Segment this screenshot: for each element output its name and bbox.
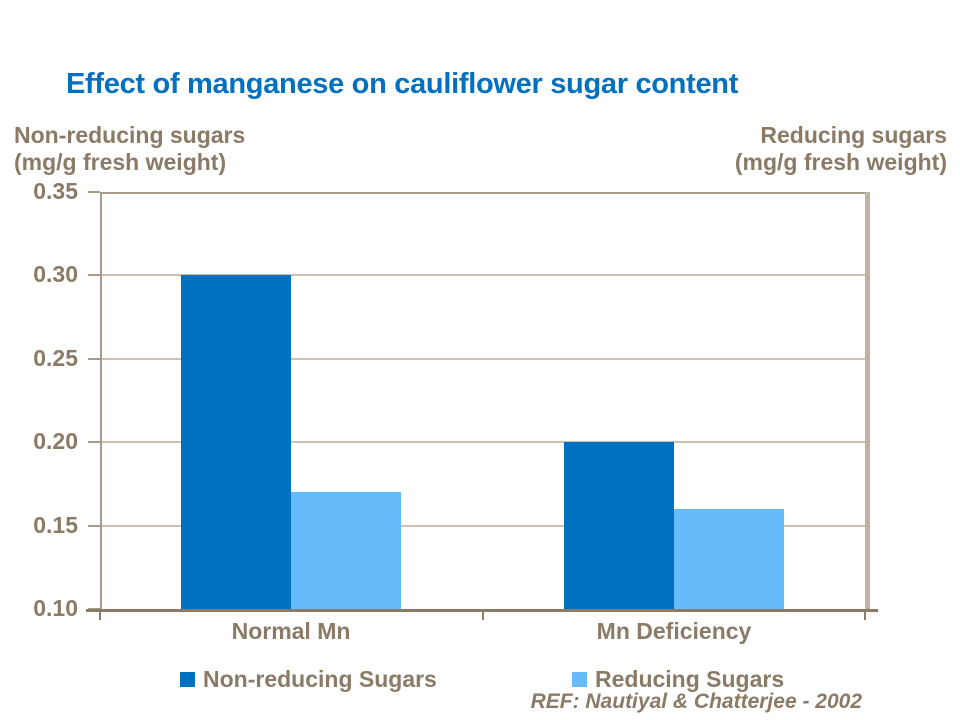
- y-tick-label-0.35: 0.35: [33, 178, 78, 204]
- category-label-mn-deficiency: Mn Deficiency: [596, 618, 752, 644]
- right-y-axis-label-line1: Reducing sugars: [760, 122, 947, 148]
- y-tick-mark-0.15: [88, 525, 100, 527]
- legend-label: Reducing Sugars: [595, 666, 785, 692]
- y-tick-mark-0.20: [88, 441, 100, 443]
- y-tick-label-0.15: 0.15: [33, 512, 78, 538]
- legend-entry-non-reducing-sugars: Non-reducing Sugars: [180, 666, 437, 693]
- legend-swatch-icon: [572, 672, 587, 687]
- y-tick-mark-0.30: [88, 274, 100, 276]
- plot-right-wall: [865, 192, 870, 609]
- chart-title: Effect of manganese on cauliflower sugar…: [66, 68, 739, 100]
- bar-reducing-sugars: [674, 509, 784, 609]
- bar-reducing-sugars: [291, 492, 401, 609]
- y-tick-label-0.30: 0.30: [33, 261, 78, 287]
- bar-non-reducing-sugars: [564, 442, 674, 609]
- bar-non-reducing-sugars: [181, 275, 291, 609]
- y-axis-line: [100, 192, 102, 609]
- legend-label: Non-reducing Sugars: [203, 666, 437, 692]
- gridline-0.30: [102, 274, 865, 276]
- y-tick-mark-0.25: [88, 358, 100, 360]
- gridline-0.20: [102, 441, 865, 443]
- x-tick-mark-1: [482, 610, 484, 620]
- y-tick-label-0.20: 0.20: [33, 428, 78, 454]
- y-tick-mark-0.35: [88, 191, 100, 193]
- right-y-axis-label-line2: (mg/g fresh weight): [734, 149, 947, 175]
- y-tick-label-0.10: 0.10: [33, 595, 78, 621]
- x-tick-mark-2: [864, 610, 866, 620]
- left-y-axis-label-line2: (mg/g fresh weight): [14, 149, 227, 175]
- gridline-0.25: [102, 358, 865, 360]
- y-tick-label-0.25: 0.25: [33, 345, 78, 371]
- legend-entry-reducing-sugars: Reducing Sugars: [572, 666, 784, 693]
- left-y-axis-label-line1: Non-reducing sugars: [14, 122, 246, 148]
- legend-swatch-icon: [180, 672, 195, 687]
- category-label-normal-mn: Normal Mn: [231, 618, 351, 644]
- left-y-axis-label: Non-reducing sugars (mg/g fresh weight): [14, 122, 245, 176]
- bar-group-normal-mn: [181, 275, 401, 609]
- gridline-0.15: [102, 525, 865, 527]
- bar-group-mn-deficiency: [564, 442, 784, 609]
- reference-text: REF: Nautiyal & Chatterjee - 2002: [530, 690, 862, 713]
- right-y-axis-label: Reducing sugars (mg/g fresh weight): [735, 122, 947, 176]
- plot-area: [100, 192, 870, 609]
- plot-top-border: [100, 192, 870, 194]
- x-tick-mark-0: [99, 610, 101, 620]
